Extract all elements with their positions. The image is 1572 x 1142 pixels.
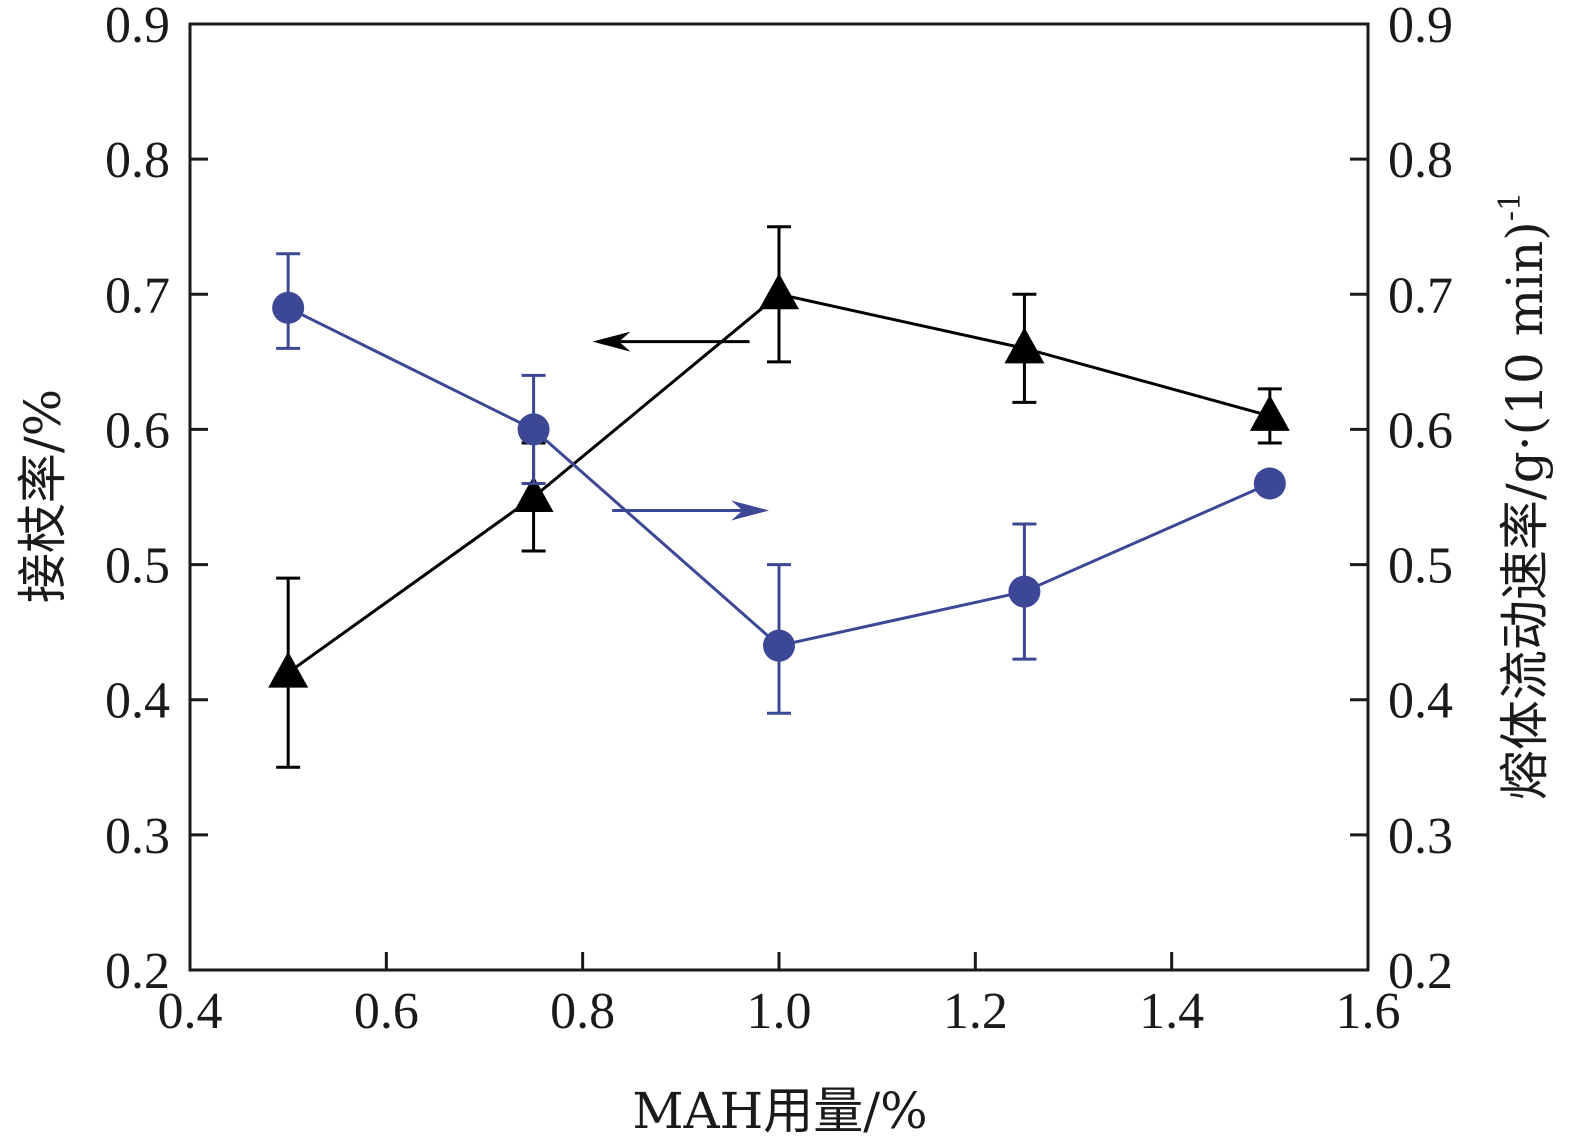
- arrow-head: [731, 500, 770, 521]
- left-y-axis-ticks: 0.2 0.3 0.4 0.5 0.6 0.7 0.8 0.9: [105, 0, 208, 1000]
- data-point-circle: [1008, 575, 1041, 608]
- x-tick-label: 0.6: [354, 983, 419, 1040]
- x-tick-label: 1.0: [747, 983, 812, 1040]
- x-tick-label: 1.2: [943, 983, 1008, 1040]
- data-point-triangle: [1004, 327, 1045, 364]
- right-y-axis-ticks: 0.2 0.3 0.4 0.5 0.6 0.7 0.8 0.9: [1350, 0, 1453, 1000]
- arrow-to-left-axis: [592, 331, 750, 352]
- data-point-triangle: [268, 651, 309, 688]
- left-y-axis-title: 接枝率/%: [14, 389, 72, 603]
- left-y-tick-label: 0.9: [105, 0, 170, 54]
- data-point-triangle: [1249, 394, 1290, 431]
- right-y-tick-label: 0.4: [1388, 673, 1453, 730]
- arrow-head: [592, 331, 631, 352]
- data-point-triangle: [759, 273, 799, 310]
- data-point-circle: [272, 291, 305, 324]
- right-y-tick-label: 0.6: [1388, 402, 1453, 459]
- left-y-tick-label: 0.8: [105, 132, 170, 189]
- data-point-triangle: [513, 476, 554, 512]
- left-y-tick-label: 0.5: [105, 538, 170, 595]
- data-point-circle: [517, 413, 550, 446]
- series-layer: [268, 225, 1290, 769]
- right-y-tick-label: 0.2: [1388, 943, 1453, 1000]
- x-tick-label: 0.8: [550, 983, 615, 1040]
- plot-border: [188, 22, 1370, 972]
- right-y-axis-title: 熔体流动速率/g·(10 min)-1: [1493, 192, 1554, 800]
- right-y-tick-label: 0.5: [1388, 538, 1453, 595]
- x-tick-label: 1.4: [1139, 983, 1204, 1040]
- x-tick-label: 0.4: [158, 983, 223, 1040]
- data-point-circle: [763, 629, 795, 662]
- right-y-tick-label: 0.7: [1388, 267, 1453, 324]
- series-graft-ratio: [268, 225, 1290, 769]
- right-y-tick-label: 0.8: [1388, 132, 1453, 189]
- arrow-to-right-axis: [612, 500, 770, 521]
- x-axis-title: MAH用量/%: [632, 1082, 927, 1140]
- left-y-tick-label: 0.3: [105, 808, 170, 865]
- right-y-axis-title-main: 熔体流动速率/g·(10 min): [1496, 221, 1554, 800]
- right-y-tick-label: 0.9: [1388, 0, 1453, 54]
- data-point-circle: [1253, 467, 1286, 500]
- right-y-axis-title-superscript: -1: [1493, 192, 1528, 221]
- right-y-tick-label: 0.3: [1388, 808, 1453, 865]
- left-y-tick-label: 0.4: [105, 673, 170, 730]
- annotations: [592, 331, 770, 521]
- x-tick-label: 1.6: [1336, 983, 1401, 1040]
- left-y-tick-label: 0.6: [105, 402, 170, 459]
- left-y-tick-label: 0.7: [105, 267, 170, 324]
- left-y-tick-label: 0.2: [105, 943, 170, 1000]
- series-melt-flow-rate: [272, 252, 1286, 715]
- x-axis-ticks: 0.4 0.6 0.8 1.0 1.2 1.4 1.6: [158, 952, 1401, 1040]
- plot-frame: [188, 22, 1370, 972]
